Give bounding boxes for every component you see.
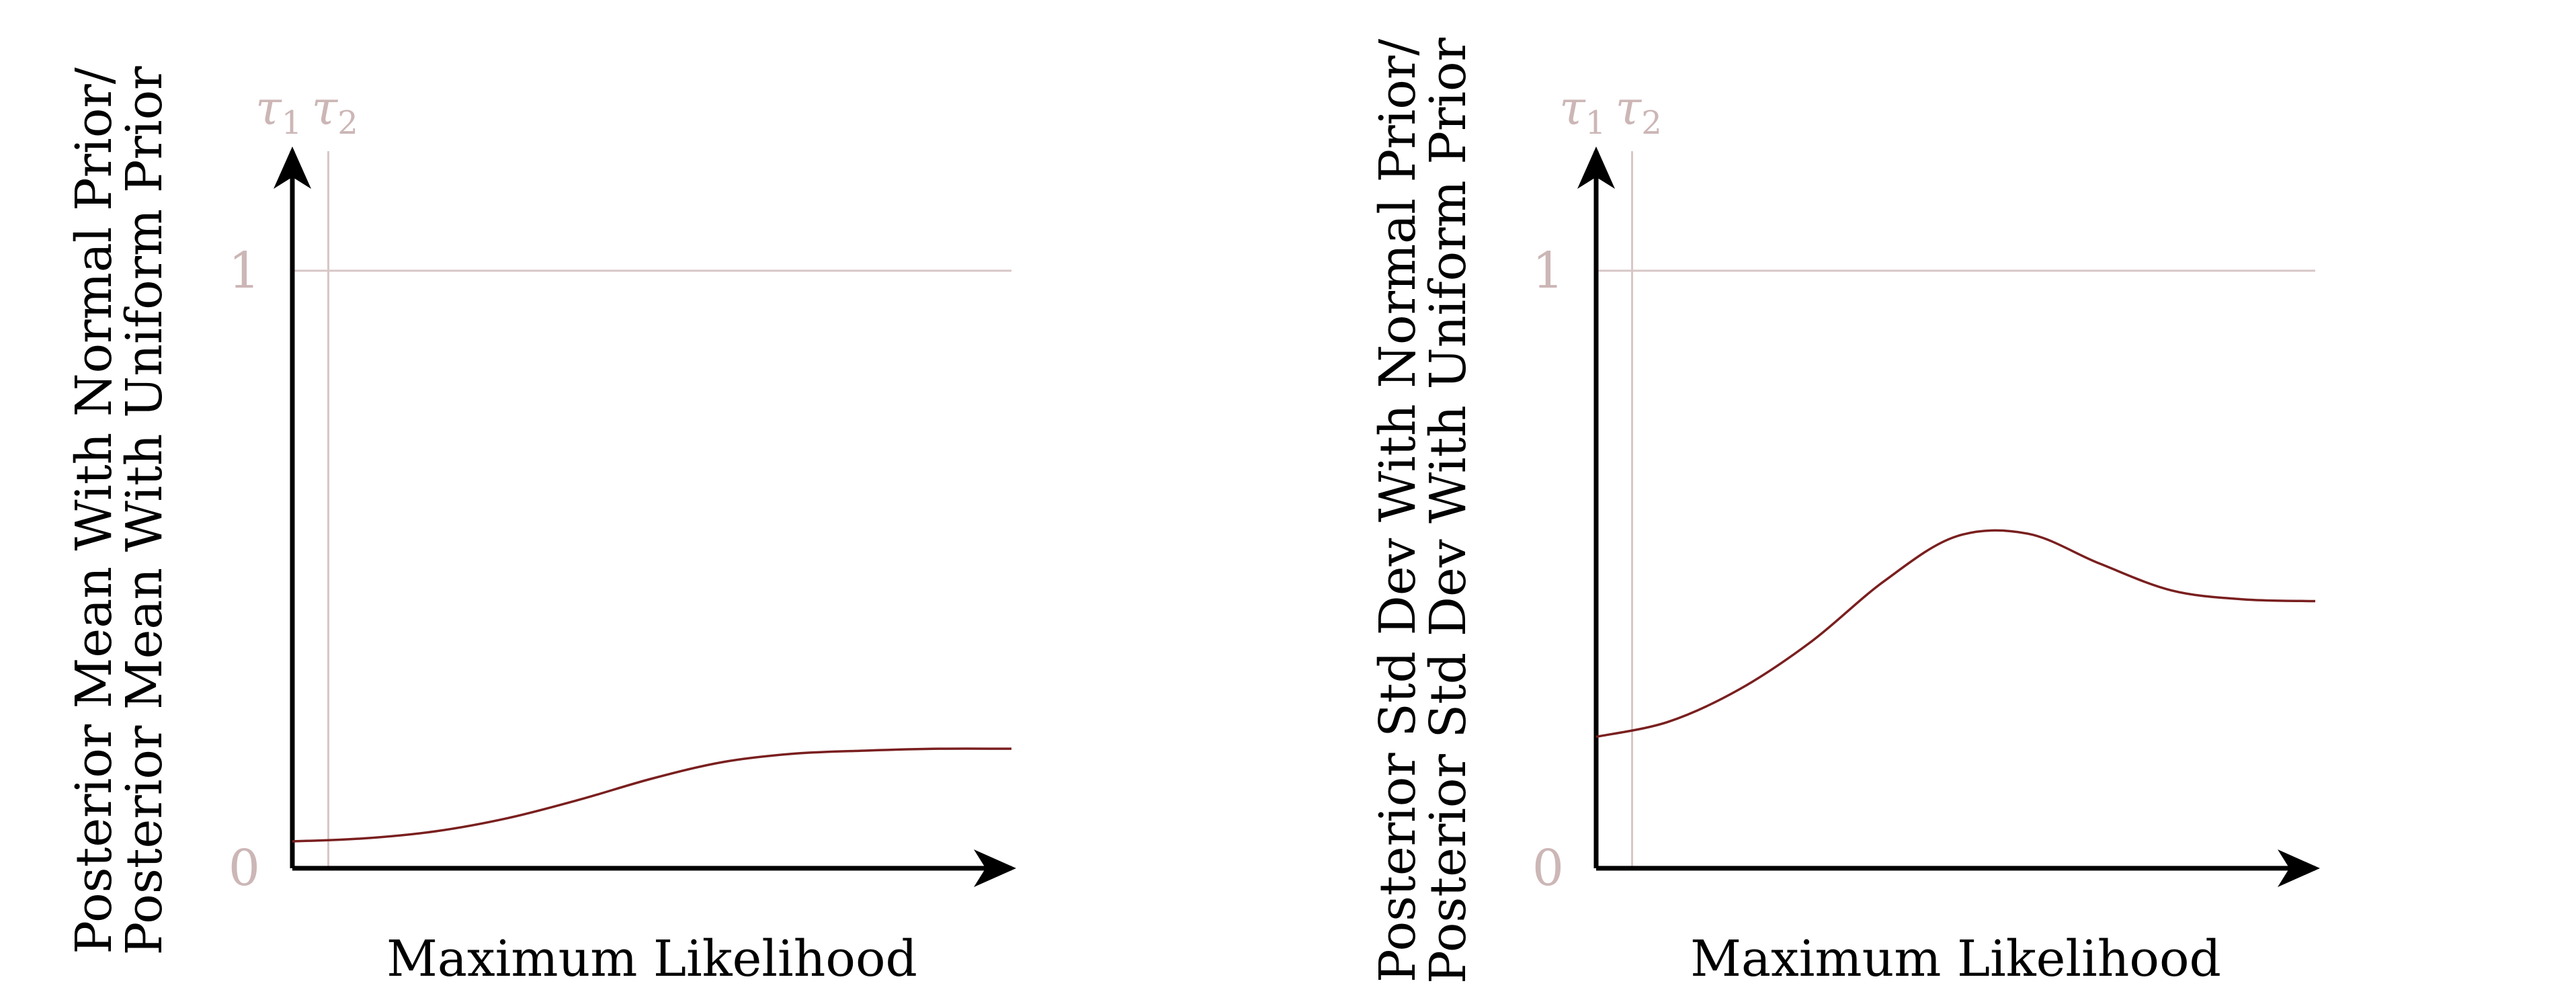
- y-axis-label-line-1: Posterior Std Dev With Normal Prior/: [1369, 39, 1427, 982]
- y-tick-label-1: 1: [1532, 242, 1564, 300]
- marker-label-tau-2: τ2: [1616, 81, 1662, 142]
- chart-panel-mean: τ1 τ2 0 1 Maximum Likelihood Posterior Mean W…: [65, 66, 1016, 988]
- x-axis-label: Maximum Likelihood: [386, 930, 917, 988]
- marker-label-tau-1: τ1: [1559, 81, 1606, 142]
- marker-label-tau-2: τ2: [312, 81, 358, 142]
- marker-label-tau-1: τ1: [255, 81, 302, 142]
- y-tick-label-1: 1: [228, 242, 260, 300]
- y-axis-label-line-1: Posterior Mean With Normal Prior/: [65, 67, 123, 954]
- chart-panel-std-dev: τ1 τ2 0 1 Maximum Likelihood Posterior Std De…: [1369, 37, 2320, 988]
- y-tick-label-0: 0: [228, 839, 260, 897]
- y-axis-label-line-2: Posterior Std Dev With Uniform Prior: [1419, 37, 1477, 984]
- y-axis-label-line-2: Posterior Mean With Uniform Prior: [116, 66, 173, 956]
- series-line-0: [292, 747, 1012, 843]
- x-axis-label: Maximum Likelihood: [1690, 930, 2221, 988]
- y-tick-label-0: 0: [1532, 839, 1564, 897]
- series-line-0: [1595, 529, 2316, 739]
